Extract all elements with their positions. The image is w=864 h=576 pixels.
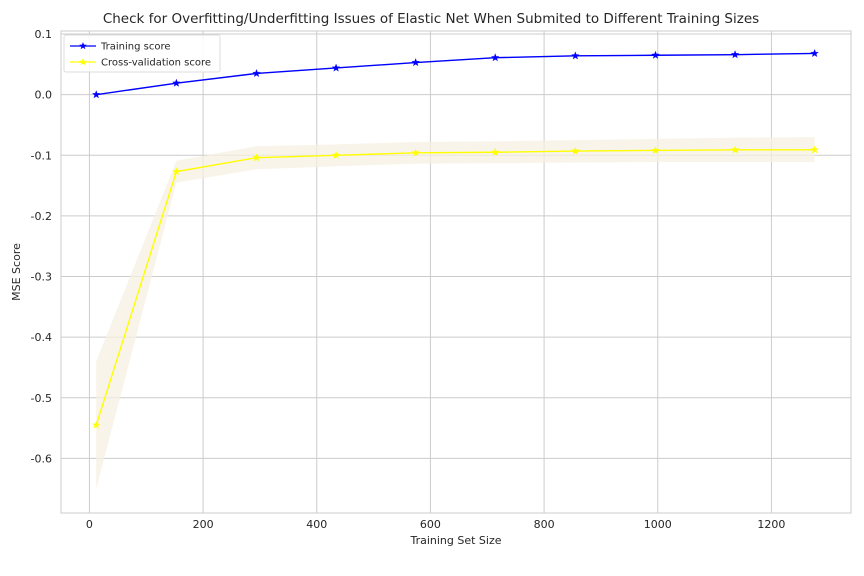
y-axis-ticks: 0.1 0.0 -0.1 -0.2 -0.3 -0.4 -0.5 -0.6	[31, 28, 52, 465]
y-tick-label: -0.4	[31, 331, 52, 344]
training-point	[411, 58, 420, 67]
training-point	[331, 63, 341, 72]
x-tick-label: 0	[86, 518, 93, 531]
x-tick-label: 200	[193, 518, 214, 531]
cross-validation-point	[411, 148, 420, 157]
y-axis-label: MSE Score	[10, 243, 23, 301]
training-point	[571, 51, 580, 60]
x-tick-label: 1200	[757, 518, 785, 531]
cross-validation-point	[810, 145, 819, 154]
x-tick-label: 800	[534, 518, 555, 531]
plot-frame	[60, 30, 852, 514]
cross-validation-point	[651, 146, 660, 155]
training-point	[252, 69, 261, 78]
series-markers	[92, 49, 819, 429]
legend-box	[63, 34, 221, 73]
cross-validation-point	[331, 150, 341, 159]
cross-validation-point	[571, 146, 580, 155]
x-tick-label: 400	[306, 518, 327, 531]
training-point	[810, 49, 819, 58]
y-tick-label: -0.6	[31, 452, 52, 465]
training-point	[730, 50, 740, 59]
y-tick-label: -0.5	[31, 392, 52, 405]
x-tick-label: 1000	[644, 518, 672, 531]
cross-validation-point	[172, 167, 181, 176]
cross-validation-point	[252, 153, 261, 162]
legend-marker-training	[79, 42, 87, 50]
cross-validation-point	[730, 145, 740, 154]
plot-area	[61, 31, 851, 513]
training-line	[96, 52, 815, 96]
series-lines	[95, 52, 815, 426]
y-tick-label: 0.1	[35, 28, 53, 41]
cross-validation-point	[491, 147, 500, 156]
y-tick-label: -0.1	[31, 149, 52, 162]
y-tick-label: -0.2	[31, 210, 52, 223]
cross-validation-line	[95, 149, 815, 426]
training-point	[491, 53, 500, 62]
cross-validation-point	[92, 420, 101, 429]
x-axis-ticks: 0 200 400 600 800 1000 1200	[86, 518, 786, 531]
legend: Training score Cross-validation score	[63, 34, 221, 73]
legend-label-training: Training score	[100, 42, 171, 53]
training-point	[92, 90, 101, 99]
x-axis-label: Training Set Size	[409, 534, 501, 547]
x-tick-label: 600	[420, 518, 441, 531]
y-tick-label: -0.3	[31, 271, 52, 284]
legend-label-cross-validation: Cross-validation score	[101, 58, 211, 69]
legend-marker-cross-validation	[79, 58, 87, 66]
y-tick-label: 0.0	[35, 89, 53, 102]
training-point	[651, 50, 660, 59]
training-point	[172, 78, 181, 87]
chart-title: Check for Overfitting/Underfitting Issue…	[103, 11, 759, 27]
